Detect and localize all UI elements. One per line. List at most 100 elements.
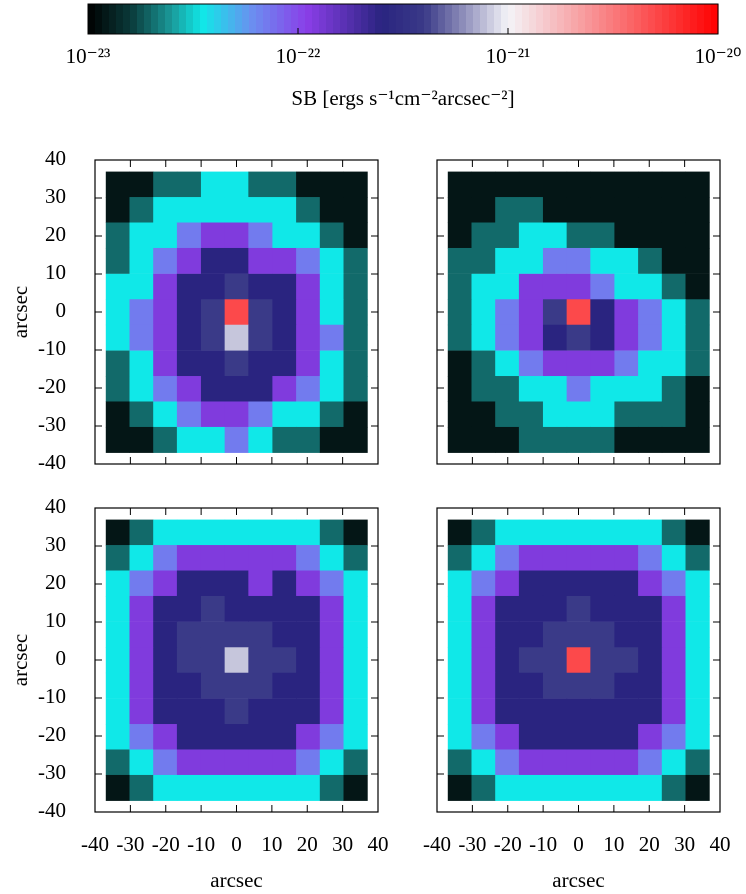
- colorbar-swatch: [410, 4, 418, 34]
- y-tick-label: 30: [45, 532, 66, 556]
- heatmap-cell: [447, 519, 472, 546]
- heatmap-cell: [542, 621, 568, 648]
- heatmap-cell: [343, 376, 368, 402]
- heatmap-cell: [343, 222, 368, 249]
- colorbar-swatch: [501, 4, 509, 34]
- heatmap-cell: [176, 519, 202, 546]
- heatmap-cell: [272, 247, 297, 274]
- heatmap-cell: [685, 426, 710, 453]
- heatmap-cell: [296, 299, 321, 326]
- colorbar-swatch: [88, 4, 96, 34]
- y-axis-label: arcsec: [8, 634, 32, 686]
- heatmap-cell: [343, 647, 368, 674]
- colorbar-swatch: [557, 4, 565, 34]
- heatmap-cell: [224, 570, 249, 597]
- colorbar-swatch: [473, 4, 481, 34]
- heatmap-cell: [248, 376, 273, 402]
- heatmap-cell: [566, 647, 591, 674]
- heatmap-cell: [638, 247, 663, 274]
- heatmap-cell: [248, 545, 273, 572]
- heatmap-cell: [542, 324, 568, 351]
- heatmap-cell: [518, 426, 544, 453]
- heatmap-cell: [566, 595, 591, 622]
- heatmap-cell: [224, 222, 249, 249]
- colorbar-swatch: [207, 4, 215, 34]
- heatmap-cell: [296, 324, 321, 351]
- colorbar-swatch: [130, 4, 138, 34]
- colorbar-swatch: [424, 4, 432, 34]
- heatmap-cell: [447, 222, 472, 249]
- heatmap-cell: [296, 672, 321, 699]
- colorbar-swatch: [221, 4, 229, 34]
- heatmap-cell: [248, 672, 273, 699]
- heatmap-cell: [661, 171, 687, 198]
- heatmap-cell: [447, 774, 472, 801]
- heatmap-cell: [248, 570, 273, 597]
- colorbar-swatch: [172, 4, 180, 34]
- heatmap-cell: [224, 299, 249, 326]
- x-tick-label: 30: [332, 832, 353, 856]
- colorbar-tick-label: 10⁻²¹: [486, 44, 531, 68]
- heatmap-cell: [447, 426, 472, 453]
- heatmap-cell: [518, 197, 544, 224]
- heatmap-cell: [614, 570, 639, 597]
- colorbar-swatch: [655, 4, 663, 34]
- heatmap-cell: [319, 299, 345, 326]
- heatmap-cell: [614, 171, 639, 198]
- heatmap-cell: [661, 222, 687, 249]
- heatmap-cell: [685, 171, 710, 198]
- colorbar-swatch: [585, 4, 593, 34]
- heatmap-cell: [495, 570, 520, 597]
- heatmap-cell: [105, 273, 130, 300]
- colorbar-swatch: [550, 4, 558, 34]
- heatmap-cell: [447, 299, 472, 326]
- heatmap-cell: [471, 724, 496, 750]
- heatmap-cell: [129, 519, 154, 546]
- heatmap-cell: [176, 724, 202, 750]
- heatmap-cell: [105, 247, 130, 274]
- heatmap-cell: [471, 570, 496, 597]
- y-tick-label: 20: [45, 570, 66, 594]
- heatmap-cell: [296, 724, 321, 750]
- colorbar-swatch: [389, 4, 397, 34]
- heatmap-cell: [296, 774, 321, 801]
- heatmap-cell: [272, 197, 297, 224]
- heatmap-cell: [638, 545, 663, 572]
- heatmap-cell: [542, 222, 568, 249]
- heatmap-cell: [343, 401, 368, 428]
- y-tick-label: 30: [45, 184, 66, 208]
- colorbar-swatch: [214, 4, 222, 34]
- heatmap-cell: [495, 299, 520, 326]
- heatmap-cell: [105, 570, 130, 597]
- heatmap-cell: [129, 222, 154, 249]
- heatmap-cell: [590, 222, 615, 249]
- colorbar-swatch: [494, 4, 502, 34]
- heatmap-cell: [638, 595, 663, 622]
- heatmap-cell: [153, 197, 178, 224]
- heatmap-cell: [661, 401, 687, 428]
- heatmap-cell: [566, 519, 591, 546]
- colorbar-swatch: [543, 4, 551, 34]
- heatmap-cell: [153, 749, 178, 776]
- heatmap-cell: [614, 595, 639, 622]
- heatmap-cell: [248, 647, 273, 674]
- heatmap-cell: [105, 350, 130, 377]
- y-tick-label: -40: [38, 450, 66, 474]
- heatmap-cell: [200, 774, 226, 801]
- heatmap-cell: [176, 247, 202, 274]
- heatmap-cell: [661, 545, 687, 572]
- heatmap-cell: [343, 273, 368, 300]
- heatmap-cell: [638, 724, 663, 750]
- heatmap-cell: [176, 749, 202, 776]
- heatmap-cell: [566, 724, 591, 750]
- heatmap-cell: [272, 350, 297, 377]
- heatmap-cell: [447, 595, 472, 622]
- heatmap-cell: [471, 749, 496, 776]
- heatmap-cell: [638, 672, 663, 699]
- heatmap-cell: [447, 698, 472, 725]
- heatmap-cell: [153, 647, 178, 674]
- heatmap-cell: [296, 273, 321, 300]
- heatmap-cell: [153, 545, 178, 572]
- heatmap-cell: [153, 273, 178, 300]
